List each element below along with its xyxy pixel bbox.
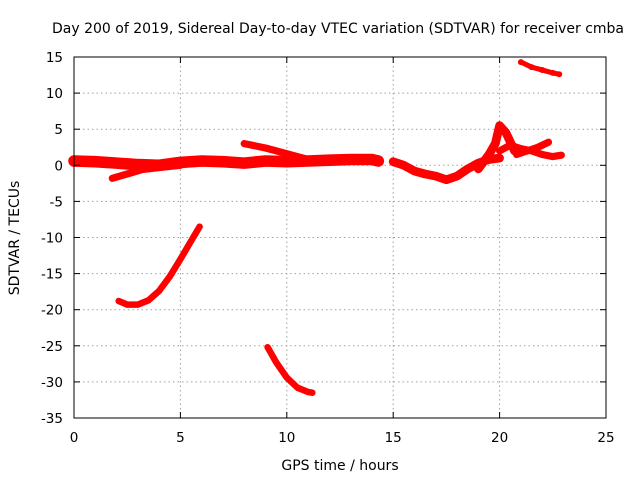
data-point	[283, 374, 290, 381]
track-descending-8-11	[240, 140, 312, 164]
data-point	[556, 71, 563, 78]
x-tick-label: 25	[597, 430, 614, 446]
data-point	[198, 158, 205, 164]
data-point	[283, 158, 290, 165]
track-falling-9-11	[264, 343, 316, 396]
data-point	[422, 171, 429, 177]
data-point	[443, 176, 450, 183]
data-point	[496, 122, 503, 129]
data-point	[549, 153, 556, 160]
y-tick-label: 10	[46, 86, 63, 102]
data-point	[539, 151, 546, 158]
data-point	[534, 144, 541, 151]
data-point	[375, 158, 382, 164]
data-point	[517, 59, 524, 66]
data-point	[513, 151, 520, 158]
data-point	[539, 67, 546, 73]
x-axis-label: GPS time / hours	[281, 458, 398, 474]
data-point	[196, 223, 203, 230]
y-tick-label: 15	[46, 50, 63, 66]
y-tick-label: -25	[41, 339, 63, 355]
data-point	[558, 152, 565, 159]
data-point	[273, 359, 280, 366]
y-tick-label: 5	[54, 122, 63, 138]
y-tick-label: -10	[41, 231, 63, 247]
y-axis-label: SDTVAR / TECUs	[7, 181, 23, 296]
data-point	[326, 157, 333, 164]
x-tick-label: 5	[176, 430, 185, 446]
data-point	[545, 139, 552, 146]
data-point	[475, 165, 482, 172]
data-point	[166, 273, 173, 280]
data-point	[294, 384, 301, 391]
data-point	[124, 171, 131, 177]
axis-ticks: 0 5 10 15 20 25 15 10 5 0 -5 -10 -15 -20 -25 -30 -35	[41, 50, 615, 446]
data-point	[528, 64, 535, 71]
y-tick-label: -20	[41, 303, 63, 319]
data-point	[411, 168, 418, 175]
data-point	[124, 301, 131, 308]
y-tick-label: -5	[50, 194, 63, 210]
x-tick-label: 20	[491, 430, 508, 446]
data-point	[134, 161, 141, 168]
y-tick-label: 0	[54, 158, 63, 174]
grid	[74, 57, 606, 418]
data-point	[454, 173, 460, 180]
data-point	[347, 156, 354, 163]
data-point	[177, 162, 184, 169]
data-point	[549, 69, 556, 76]
y-tick-label: -35	[41, 411, 63, 427]
data-point	[177, 256, 184, 263]
data-point	[92, 158, 99, 165]
data-point	[262, 158, 269, 164]
data-point	[486, 151, 492, 158]
data-point	[134, 301, 141, 308]
data-point	[188, 238, 194, 245]
track-main-band	[68, 153, 385, 172]
data-point	[492, 140, 499, 147]
x-tick-label: 15	[385, 430, 402, 446]
data-point	[264, 344, 271, 351]
data-point	[524, 147, 531, 154]
data-point	[283, 150, 290, 157]
data-point	[220, 158, 226, 165]
y-tick-label: -30	[41, 375, 63, 391]
data-point	[496, 147, 503, 154]
chart-title: Day 200 of 2019, Sidereal Day-to-day VTE…	[52, 21, 624, 37]
data-point	[156, 287, 163, 294]
data-series	[68, 59, 565, 396]
data-point	[432, 173, 439, 180]
y-tick-label: -15	[41, 267, 63, 283]
data-point	[109, 175, 116, 182]
data-point	[305, 156, 312, 163]
data-point	[113, 160, 120, 167]
data-point	[368, 156, 375, 163]
data-point	[115, 298, 122, 304]
data-point	[241, 140, 248, 147]
x-tick-label: 10	[278, 430, 295, 446]
data-point	[464, 165, 471, 172]
data-point	[145, 297, 152, 304]
data-point	[262, 145, 269, 151]
data-point	[507, 142, 514, 149]
data-point	[139, 166, 146, 173]
track-tail-b	[512, 138, 553, 159]
data-point	[241, 160, 248, 167]
data-point	[496, 155, 503, 162]
data-point	[400, 162, 407, 169]
data-point	[503, 129, 509, 136]
x-tick-label: 0	[70, 430, 79, 446]
data-point	[156, 164, 163, 171]
data-point	[390, 158, 397, 165]
data-point	[309, 389, 316, 396]
